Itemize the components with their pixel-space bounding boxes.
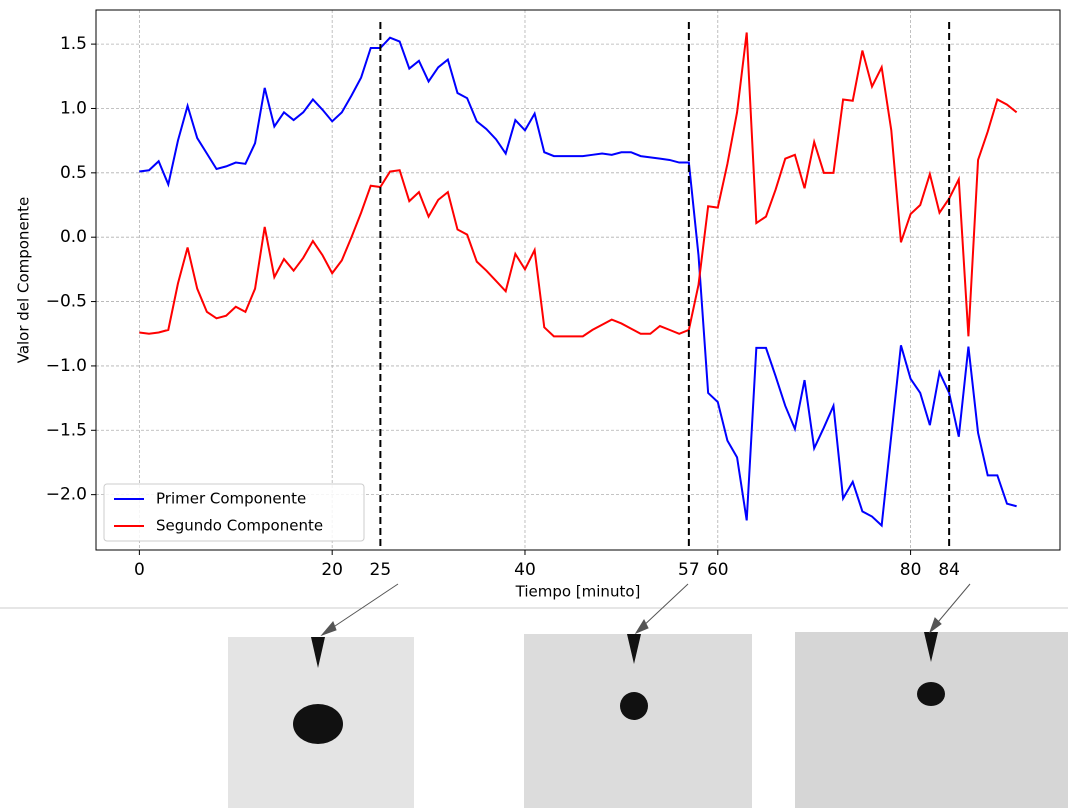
photo-drop: [293, 704, 343, 744]
marker-label: 25: [370, 560, 392, 580]
x-tick-label: 60: [707, 560, 729, 580]
series-line: [139, 32, 1018, 338]
legend-label: Segundo Componente: [156, 517, 323, 535]
arrow-head: [320, 621, 337, 637]
photo-needle: [924, 632, 938, 662]
x-axis-label: Tiempo [minuto]: [515, 583, 641, 601]
photo: [524, 634, 752, 808]
y-tick-label: −2.0: [46, 485, 87, 505]
legend-label: Primer Componente: [156, 490, 306, 508]
photos: [228, 632, 1068, 808]
photo: [795, 632, 1068, 808]
marker-label: 84: [938, 560, 960, 580]
x-tick-label: 40: [514, 560, 536, 580]
x-tick-label: 80: [900, 560, 922, 580]
y-tick-label: −0.5: [46, 292, 87, 312]
y-tick-label: 0.0: [60, 227, 87, 247]
arrow: [325, 583, 399, 633]
legend-box: [103, 483, 365, 542]
y-tick-label: −1.5: [46, 420, 87, 440]
y-tick-label: 1.0: [60, 98, 87, 118]
photo-needle: [311, 637, 325, 668]
arrow-head: [634, 618, 649, 635]
marker-label: 57: [678, 560, 700, 580]
y-axis-label: Valor del Componente: [15, 197, 33, 364]
x-tick-label: 20: [321, 560, 343, 580]
x-tick-label: 0: [134, 560, 145, 580]
plot-frame: [95, 9, 1061, 551]
y-tick-label: 0.5: [60, 163, 87, 183]
y-tick-label: −1.0: [46, 356, 87, 376]
arrows: [320, 583, 971, 637]
arrow: [932, 583, 971, 629]
photo-drop: [917, 682, 945, 706]
arrow-head: [928, 617, 942, 634]
series-line: [139, 36, 1017, 528]
y-tick-label: 1.5: [60, 34, 87, 54]
photo-drop: [620, 692, 648, 720]
photo-needle: [627, 634, 641, 664]
arrow: [639, 583, 689, 630]
